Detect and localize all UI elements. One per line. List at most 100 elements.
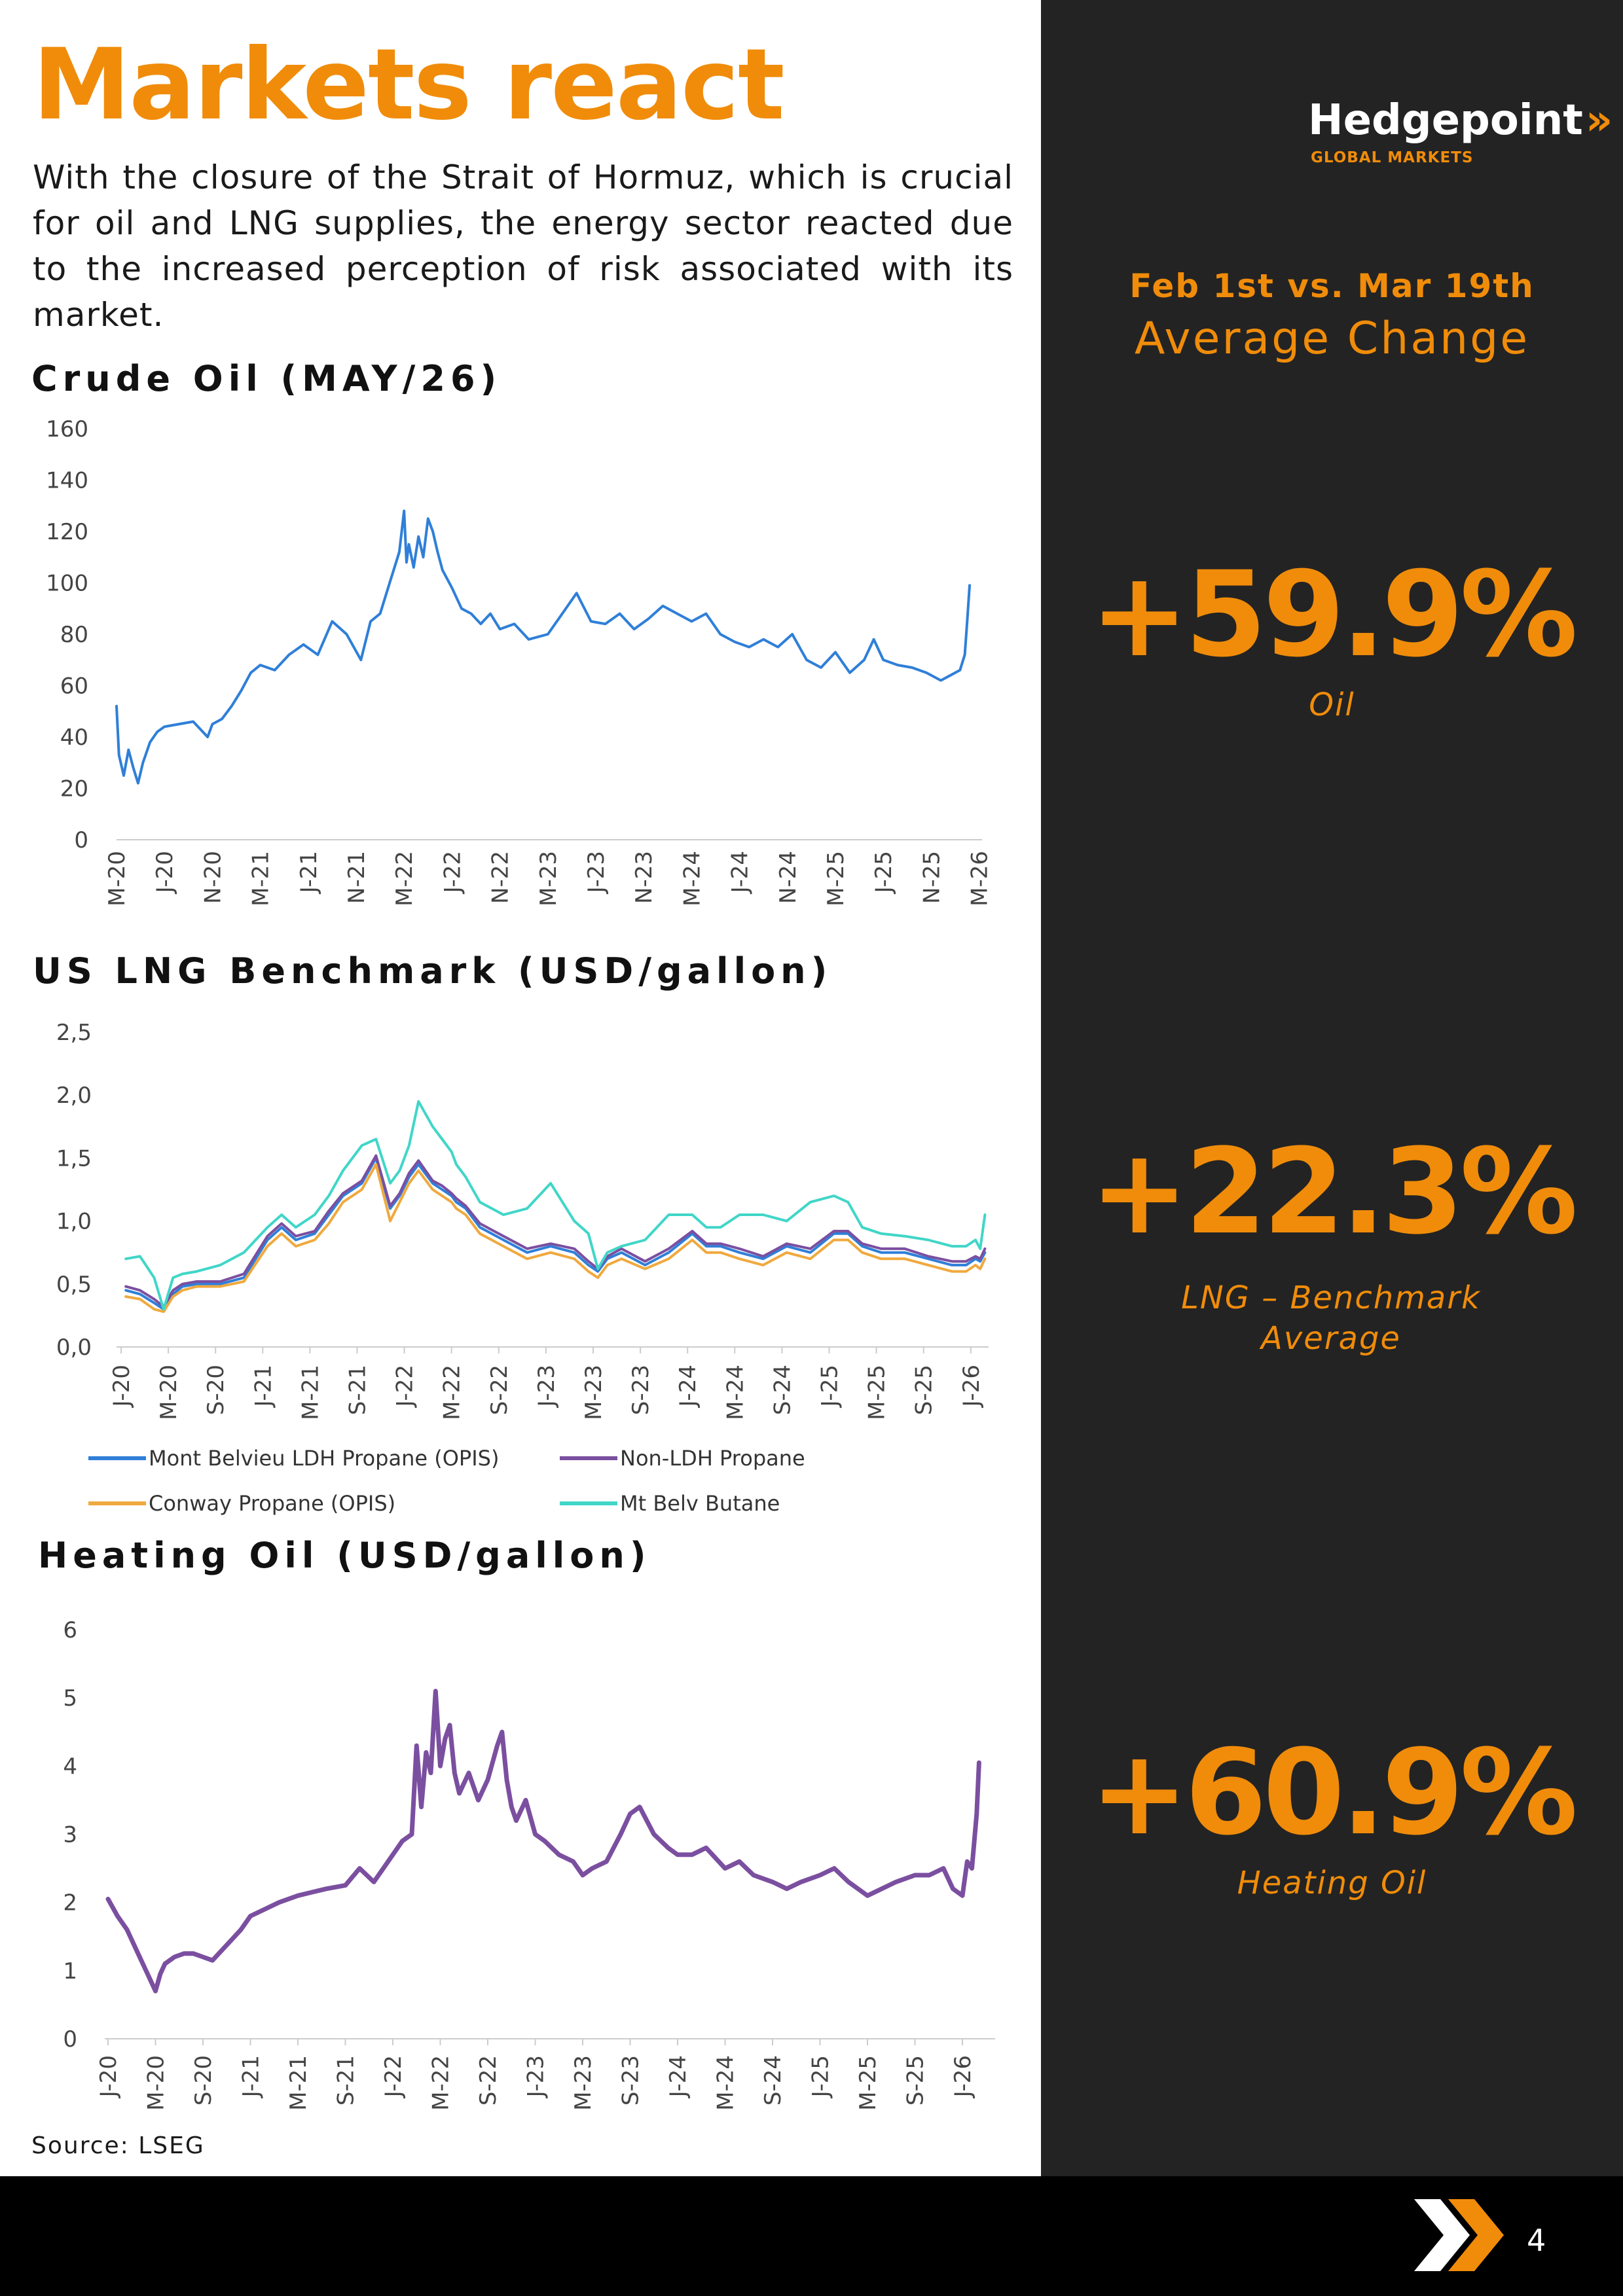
lng-x-tick: J-22 — [392, 1365, 418, 1408]
heating-oil-y-tick: 6 — [63, 1617, 77, 1643]
lng-y-tick: 0,0 — [56, 1335, 92, 1361]
lng-x-tick: J-20 — [109, 1365, 135, 1408]
crude-oil-x-tick: N-20 — [200, 851, 226, 904]
crude-oil-x-tick: J-21 — [296, 851, 322, 894]
lng-x-tick: S-21 — [345, 1365, 371, 1415]
crude-oil-x-tick: M-22 — [392, 851, 418, 906]
crude-oil-x-tick: J-20 — [152, 851, 178, 894]
lng-y-tick: 2,0 — [56, 1083, 92, 1109]
lng-x-tick: J-23 — [534, 1365, 560, 1408]
crude-oil-line-crude-oil — [115, 509, 971, 785]
lng-y-axis: 0,0 0,5 1,0 1,5 2,0 2,5 — [56, 1020, 92, 1361]
lng-x-tick: J-21 — [250, 1365, 276, 1408]
source-note: Source: LSEG — [31, 2132, 205, 2159]
crude-oil-x-tick: J-24 — [727, 851, 754, 894]
crude-oil-y-tick: 120 — [46, 519, 88, 545]
lng-change-value: +22.3% — [1089, 1124, 1578, 1261]
lng-line-conway-propane-opis — [124, 1163, 987, 1314]
lng-x-axis: J-20 M-20 S-20 J-21 M-21 S-21 J-22 M-22 S-22 J-23… — [109, 1346, 989, 1420]
heating-oil-y-tick: 0 — [63, 2026, 77, 2053]
lng-x-tick: M-25 — [864, 1365, 890, 1420]
lng-chart: 0,0 0,5 1,0 1,5 2,0 2,5 J-20 M-20 S-20 J-21 M-21 S… — [56, 1020, 989, 1516]
lng-y-tick: 2,5 — [56, 1020, 92, 1046]
crude-oil-x-tick: J-22 — [439, 851, 465, 894]
heating-oil-y-axis: 0 1 2 3 4 5 6 — [63, 1617, 77, 2053]
heating-oil-series — [105, 1689, 981, 1994]
lng-x-tick: M-22 — [439, 1365, 465, 1420]
lng-x-tick: S-25 — [911, 1365, 938, 1415]
lng-x-tick: S-24 — [769, 1365, 795, 1415]
crude-oil-x-tick: N-25 — [919, 851, 945, 904]
crude-oil-x-tick: J-23 — [583, 851, 610, 894]
heating-oil-x-tick: J-23 — [523, 2055, 549, 2098]
lng-legend-label: Mt Belv Butane — [620, 1491, 780, 1516]
crude-oil-x-tick: M-24 — [679, 851, 705, 906]
lng-line-mt-belv-butane — [124, 1100, 987, 1311]
summary-heading: Average Change — [1134, 313, 1530, 365]
lng-line-mont-belvieu-ldh-propane-opis — [124, 1157, 987, 1311]
crude-oil-x-tick: N-21 — [344, 851, 370, 904]
lng-x-tick: S-22 — [486, 1365, 513, 1415]
crude-oil-x-tick: M-20 — [104, 851, 130, 906]
heating-oil-x-tick: M-23 — [570, 2055, 596, 2111]
crude-oil-x-tick: J-25 — [871, 851, 897, 894]
lng-series — [124, 1100, 987, 1314]
lng-x-tick: S-20 — [203, 1365, 229, 1415]
crude-oil-y-axis: 0 20 40 60 80 100 120 140 160 — [46, 416, 88, 853]
lng-x-tick: J-26 — [958, 1365, 985, 1408]
oil-change-value: +59.9% — [1089, 547, 1578, 683]
page-title: Markets react — [33, 28, 785, 142]
heating-oil-y-tick: 4 — [63, 1753, 77, 1780]
crude-oil-x-tick: M-25 — [823, 851, 849, 906]
crude-oil-x-axis: M-20 J-20 N-20 M-21 J-21 N-21 M-22 J-22 N-22 M-23… — [104, 839, 993, 906]
heating-oil-x-tick: J-25 — [808, 2055, 834, 2098]
right-panel — [1041, 0, 1623, 2176]
crude-oil-y-tick: 160 — [46, 416, 88, 442]
lng-y-tick: 0,5 — [56, 1272, 92, 1298]
oil-change-label: Oil — [1309, 687, 1355, 723]
crude-oil-chart: 0 20 40 60 80 100 120 140 160 M-20 J-20 N-20 M-21 J-… — [46, 416, 993, 906]
crude-oil-x-tick: N-24 — [775, 851, 801, 904]
heating-oil-x-tick: J-22 — [380, 2055, 407, 2098]
heating-oil-x-tick: S-23 — [618, 2055, 644, 2106]
lng-x-tick: M-21 — [297, 1365, 323, 1420]
heating-oil-x-tick: J-26 — [950, 2055, 976, 2098]
heating-oil-x-tick: J-20 — [96, 2055, 122, 2098]
crude-oil-x-tick: M-23 — [536, 851, 562, 906]
heating-oil-y-tick: 5 — [63, 1685, 77, 1712]
lng-line-non-ldh-propane — [124, 1154, 987, 1308]
heating-oil-x-tick: J-21 — [238, 2055, 264, 2098]
crude-oil-x-tick: N-22 — [488, 851, 514, 904]
heating-oil-x-tick: S-25 — [903, 2055, 929, 2106]
lng-x-tick: S-23 — [628, 1365, 654, 1415]
lng-legend-label: Conway Propane (OPIS) — [149, 1491, 395, 1516]
heating-oil-line-heating-oil — [105, 1689, 981, 1994]
crude-oil-y-tick: 100 — [46, 571, 88, 597]
lng-x-tick: J-25 — [817, 1365, 843, 1408]
crude-oil-x-tick: M-26 — [967, 851, 993, 906]
heating-oil-x-tick: M-21 — [285, 2055, 312, 2111]
heating-oil-x-axis: J-20 M-20 S-20 J-21 M-21 S-21 J-22 M-22 S-22 J-23… — [96, 2038, 995, 2111]
heating-oil-x-tick: M-25 — [855, 2055, 881, 2111]
lng-x-tick: M-20 — [156, 1365, 182, 1420]
heating-oil-x-tick: M-22 — [428, 2055, 454, 2111]
heating-oil-x-tick: S-21 — [333, 2055, 359, 2106]
page-number: 4 — [1527, 2223, 1546, 2258]
brand-logo: Hedgepoint» — [1308, 99, 1613, 141]
crude-oil-chart-title: Crude Oil (MAY/26) — [31, 358, 502, 399]
lng-legend-label: Mont Belvieu LDH Propane (OPIS) — [149, 1446, 499, 1471]
heating-oil-chart: 0 1 2 3 4 5 6 J-20 M-20 S-20 J-21 M-21 S-21 J-22 M-22… — [63, 1617, 995, 2111]
intro-paragraph: With the closure of the Strait of Hormuz… — [33, 158, 1013, 334]
crude-oil-series — [115, 509, 971, 785]
lng-legend-label: Non-LDH Propane — [620, 1446, 805, 1471]
heating-oil-chart-title: Heating Oil (USD/gallon) — [38, 1535, 651, 1576]
summary-period: Feb 1st vs. Mar 19th — [1129, 267, 1535, 305]
crude-oil-y-tick: 20 — [60, 776, 88, 802]
heating-oil-x-tick: S-20 — [191, 2055, 217, 2106]
lng-x-tick: J-24 — [675, 1365, 701, 1408]
lng-legend: Mont Belvieu LDH Propane (OPIS) Non-LDH P… — [88, 1446, 805, 1516]
heating-oil-change-label: Heating Oil — [1237, 1865, 1427, 1901]
crude-oil-y-tick: 80 — [60, 622, 88, 648]
footer-bar — [0, 2176, 1623, 2296]
crude-oil-x-tick: N-23 — [631, 851, 657, 904]
